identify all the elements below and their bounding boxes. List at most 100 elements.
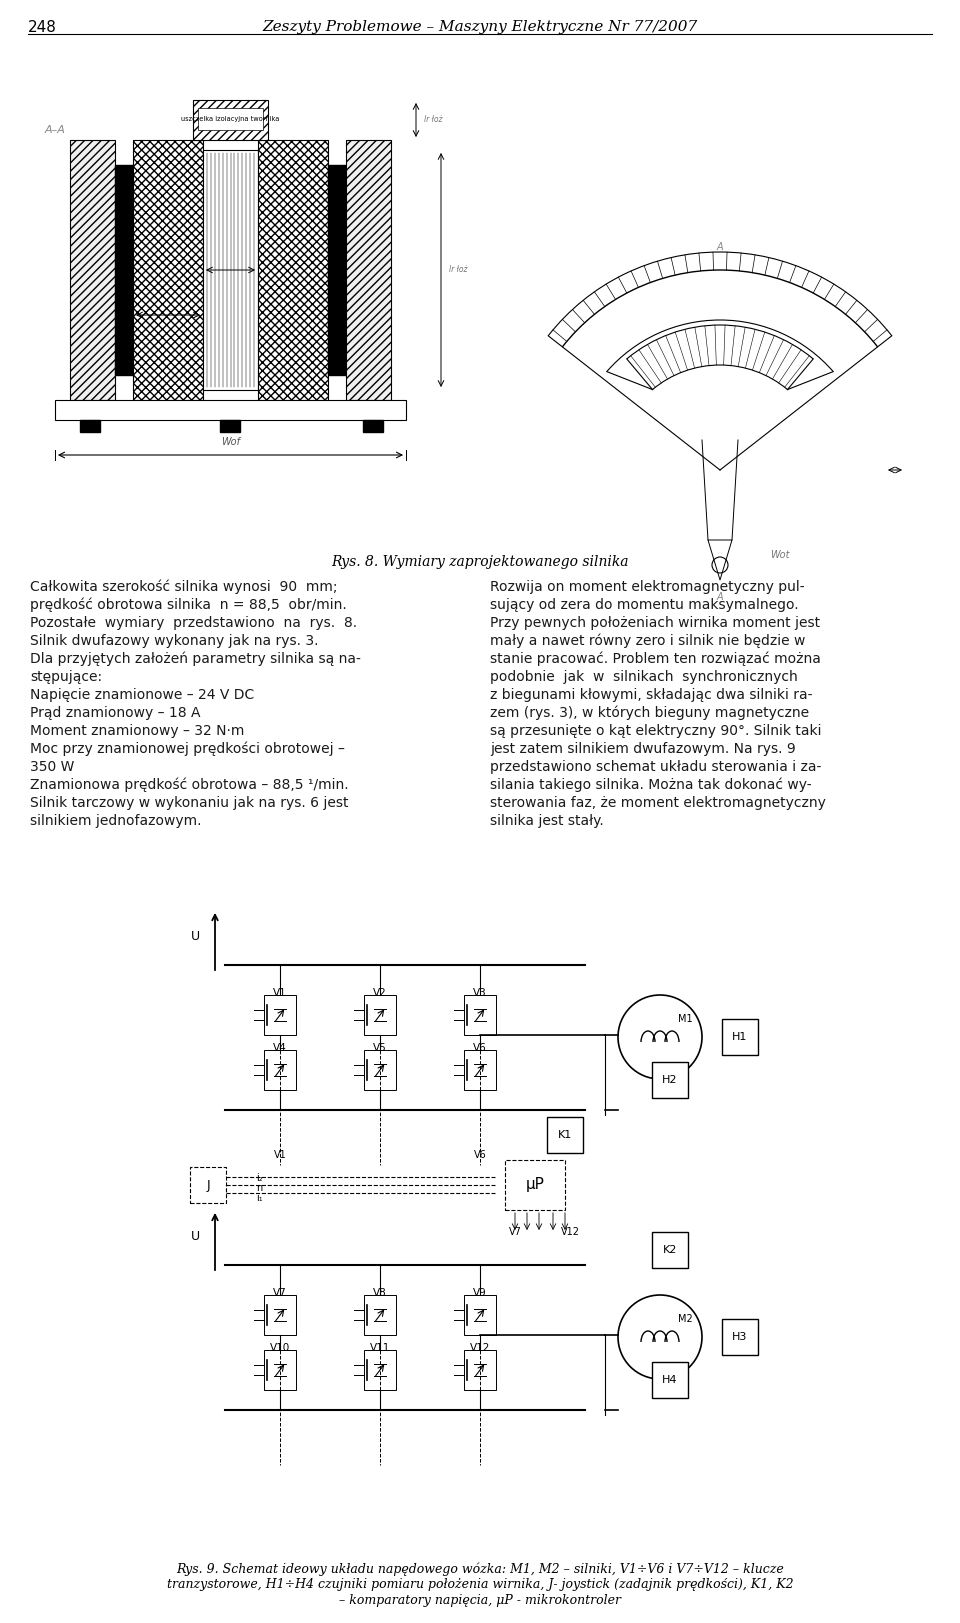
Text: silnika jest stały.: silnika jest stały.	[490, 815, 604, 828]
Text: J: J	[206, 1178, 210, 1191]
Text: M1: M1	[678, 1014, 692, 1024]
Text: K2: K2	[662, 1245, 677, 1255]
Text: prędkość obrotowa silnika  n = 88,5  obr/min.: prędkość obrotowa silnika n = 88,5 obr/m…	[30, 597, 347, 612]
Text: Silnik tarczowy w wykonaniu jak na rys. 6 jest: Silnik tarczowy w wykonaniu jak na rys. …	[30, 795, 348, 810]
Text: stanie pracować. Problem ten rozwiązać można: stanie pracować. Problem ten rozwiązać m…	[490, 652, 821, 667]
Text: V8: V8	[373, 1289, 387, 1298]
Text: sujący od zera do momentu maksymalnego.: sujący od zera do momentu maksymalnego.	[490, 597, 799, 612]
Text: U: U	[191, 1230, 200, 1243]
Text: Rozwija on moment elektromagnetyczny pul-: Rozwija on moment elektromagnetyczny pul…	[490, 579, 804, 594]
Text: H2: H2	[662, 1074, 678, 1086]
Bar	[652, 1362, 688, 1397]
Text: Przy pewnych położeniach wirnika moment jest: Przy pewnych położeniach wirnika moment …	[490, 617, 820, 630]
Text: Zeszyty Problemowe – Maszyny Elektryczne Nr 77/2007: Zeszyty Problemowe – Maszyny Elektryczne…	[262, 19, 698, 34]
Text: Całkowita szerokość silnika wynosi  90  mm;: Całkowita szerokość silnika wynosi 90 mm…	[30, 579, 338, 594]
Bar	[652, 1232, 688, 1268]
Text: jest zatem silnikiem dwufazowym. Na rys. 9: jest zatem silnikiem dwufazowym. Na rys.…	[490, 742, 796, 756]
Bar	[220, 420, 240, 432]
Bar	[115, 166, 133, 375]
Bar	[363, 420, 383, 432]
Text: V10: V10	[270, 1342, 290, 1354]
Text: A–A: A–A	[44, 125, 65, 135]
Bar	[464, 1050, 496, 1091]
Bar	[364, 1350, 396, 1389]
Text: tranzystorowe, H1÷H4 czujniki pomiaru położenia wirnika, J- joystick (zadajnik p: tranzystorowe, H1÷H4 czujniki pomiaru po…	[167, 1578, 793, 1591]
Text: 350 W: 350 W	[30, 760, 74, 774]
Text: Moc przy znamionowej prędkości obrotowej –: Moc przy znamionowej prędkości obrotowej…	[30, 742, 345, 756]
Text: V4: V4	[274, 1044, 287, 1053]
Text: U: U	[191, 930, 200, 943]
Bar	[190, 1167, 226, 1203]
Text: A: A	[717, 242, 723, 252]
Text: H3: H3	[732, 1332, 748, 1342]
Text: V5: V5	[373, 1044, 387, 1053]
Bar	[464, 995, 496, 1035]
Text: mały a nawet równy zero i silnik nie będzie w: mały a nawet równy zero i silnik nie będ…	[490, 635, 805, 649]
Text: uszczelka izolacyjna twornika: uszczelka izolacyjna twornika	[181, 115, 279, 122]
Text: V3: V3	[473, 988, 487, 998]
Text: Znamionowa prędkość obrotowa – 88,5 ¹/min.: Znamionowa prędkość obrotowa – 88,5 ¹/mi…	[30, 777, 348, 792]
Text: podobnie  jak  w  silnikach  synchronicznych: podobnie jak w silnikach synchronicznych	[490, 670, 798, 683]
Bar	[55, 399, 406, 420]
Text: H4: H4	[662, 1375, 678, 1384]
Text: silnikiem jednofazowym.: silnikiem jednofazowym.	[30, 815, 202, 828]
Bar	[547, 1117, 583, 1152]
Bar	[722, 1019, 758, 1055]
Text: zem (rys. 3), w których bieguny magnetyczne: zem (rys. 3), w których bieguny magnetyc…	[490, 706, 809, 721]
Bar	[264, 1295, 296, 1336]
Text: μP: μP	[525, 1178, 544, 1193]
Text: Dla przyjętych założeń parametry silnika są na-: Dla przyjętych założeń parametry silnika…	[30, 652, 361, 667]
Text: n: n	[256, 1183, 262, 1193]
Bar	[364, 1295, 396, 1336]
Bar	[193, 101, 268, 140]
Bar	[364, 1050, 396, 1091]
Text: stępujące:: stępujące:	[30, 670, 102, 683]
Bar	[505, 1160, 565, 1211]
Text: z biegunami kłowymi, składając dwa silniki ra-: z biegunami kłowymi, składając dwa silni…	[490, 688, 812, 703]
Bar	[464, 1350, 496, 1389]
Text: V6: V6	[473, 1044, 487, 1053]
Text: sterowania faz, że moment elektromagnetyczny: sterowania faz, że moment elektromagnety…	[490, 795, 826, 810]
Text: Rys. 9. Schemat ideowy układu napędowego wózka: M1, M2 – silniki, V1÷V6 i V7÷V12: Rys. 9. Schemat ideowy układu napędowego…	[176, 1561, 784, 1576]
Text: – komparatory napięcia, μP - mikrokontroler: – komparatory napięcia, μP - mikrokontro…	[339, 1594, 621, 1607]
Text: lr łoż: lr łoż	[449, 266, 468, 274]
Text: V1: V1	[274, 988, 287, 998]
Text: Silnik dwufazowy wykonany jak na rys. 3.: Silnik dwufazowy wykonany jak na rys. 3.	[30, 635, 319, 648]
Text: silania takiego silnika. Można tak dokonać wy-: silania takiego silnika. Można tak dokon…	[490, 777, 811, 792]
Text: M2: M2	[678, 1315, 693, 1324]
Bar	[364, 995, 396, 1035]
Text: V9: V9	[473, 1289, 487, 1298]
Text: są przesunięte o kąt elektryczny 90°. Silnik taki: są przesunięte o kąt elektryczny 90°. Si…	[490, 724, 822, 738]
Text: A: A	[717, 592, 723, 602]
Text: Wot: Wot	[770, 550, 789, 560]
Text: V7: V7	[274, 1289, 287, 1298]
Text: V2: V2	[373, 988, 387, 998]
Text: lr łoż: lr łoż	[424, 115, 443, 125]
Circle shape	[712, 557, 728, 573]
Text: V6: V6	[473, 1151, 487, 1160]
Bar	[264, 1050, 296, 1091]
Bar	[264, 1350, 296, 1389]
Text: Rys. 8. Wymiary zaprojektowanego silnika: Rys. 8. Wymiary zaprojektowanego silnika	[331, 555, 629, 570]
Text: K1: K1	[558, 1130, 572, 1139]
Text: Prąd znamionowy – 18 A: Prąd znamionowy – 18 A	[30, 706, 201, 721]
Text: H1: H1	[732, 1032, 748, 1042]
Text: V12: V12	[469, 1342, 491, 1354]
Text: Napięcie znamionowe – 24 V DC: Napięcie znamionowe – 24 V DC	[30, 688, 254, 703]
Text: i₂: i₂	[256, 1173, 263, 1183]
Bar	[346, 140, 391, 399]
Text: V11: V11	[370, 1342, 390, 1354]
Text: V12: V12	[561, 1227, 580, 1237]
Text: Pozostałe  wymiary  przedstawiono  na  rys.  8.: Pozostałe wymiary przedstawiono na rys. …	[30, 617, 357, 630]
Bar	[264, 995, 296, 1035]
Bar	[258, 140, 328, 399]
Text: V1: V1	[274, 1151, 286, 1160]
Bar	[133, 140, 203, 399]
Circle shape	[618, 1295, 702, 1380]
Text: Moment znamionowy – 32 N·m: Moment znamionowy – 32 N·m	[30, 724, 245, 738]
Text: i₁: i₁	[256, 1193, 263, 1203]
Text: 248: 248	[28, 19, 57, 36]
Bar	[70, 140, 115, 399]
Bar	[203, 149, 258, 390]
Bar	[464, 1295, 496, 1336]
